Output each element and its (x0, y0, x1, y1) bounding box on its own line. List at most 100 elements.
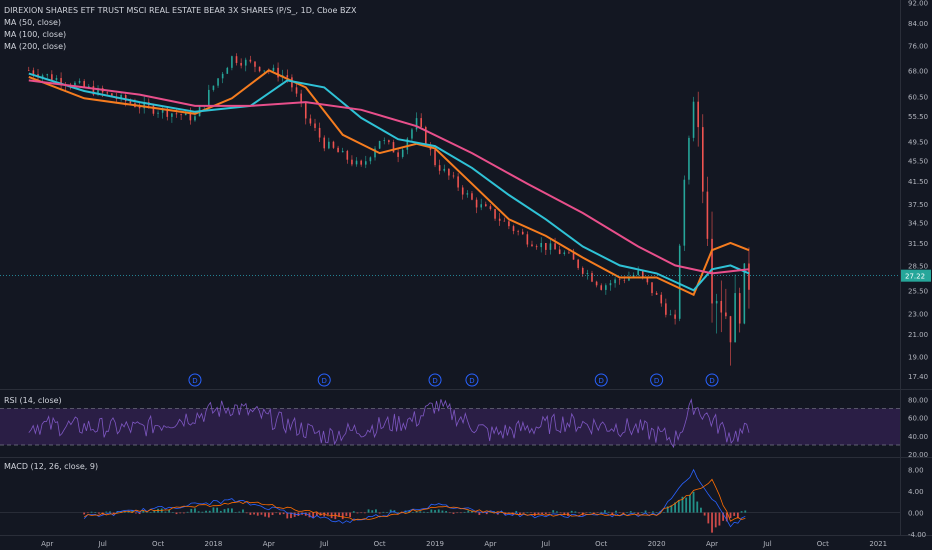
candle-body (138, 107, 141, 109)
macd-bar (485, 512, 488, 515)
macd-bar (312, 512, 315, 519)
candle-body (332, 141, 335, 148)
macd-bar (626, 512, 628, 513)
candle-body (600, 285, 603, 290)
candle-body (355, 160, 358, 165)
macd-bar (648, 512, 651, 514)
macd-bar (231, 508, 233, 513)
macd-bar (171, 512, 174, 513)
macd-bar (349, 512, 351, 518)
ma100-label: MA (100, close) (4, 30, 67, 39)
candle-body (231, 56, 233, 68)
macd-bar (194, 508, 196, 513)
macd-bar (725, 512, 728, 522)
macd-bar (131, 510, 134, 513)
macd-bar (238, 511, 241, 513)
macd-bar (633, 512, 636, 513)
macd-tick-label: 0.00 (908, 510, 924, 518)
candle-body (743, 263, 746, 324)
macd-bar (279, 512, 281, 515)
rsi-tick-label: 80.00 (908, 396, 928, 404)
candle-body (701, 127, 704, 192)
candle-body (55, 78, 58, 80)
macd-histogram (83, 491, 747, 533)
candle-body (706, 191, 709, 239)
time-tick-label: Oct (595, 540, 607, 548)
macd-bar (463, 511, 466, 513)
candle-body (78, 81, 81, 83)
macd-bar (441, 510, 444, 513)
time-tick-label: 2019 (426, 540, 444, 548)
candle-body (605, 285, 607, 290)
macd-bar (467, 510, 470, 513)
ma200-label: MA (200, close) (4, 42, 67, 51)
macd-bar (548, 512, 551, 514)
candle-body (489, 206, 492, 210)
macd-bar (411, 512, 414, 513)
candle-body (540, 242, 543, 248)
dividend-marker (428, 373, 442, 387)
price-tick-label: 37.50 (908, 201, 928, 209)
macd-bar (227, 508, 230, 513)
macd-bar (615, 510, 617, 513)
candle-body (623, 279, 626, 281)
macd-tick-label: -4.00 (908, 531, 926, 539)
dividend-marker-label: D (432, 377, 437, 385)
macd-bar (452, 512, 455, 514)
macd-bar (744, 510, 747, 513)
macd-bar (736, 512, 739, 519)
time-tick-label: Apr (484, 540, 496, 548)
candle-body (646, 276, 649, 283)
candle-body (318, 127, 321, 138)
candle-body (738, 293, 741, 324)
macd-bar (83, 512, 86, 515)
macd-bar (212, 507, 215, 513)
candle-body (471, 193, 473, 200)
candle-body (254, 61, 256, 67)
candle-body (328, 141, 330, 149)
candle-body (157, 112, 159, 114)
macd-bar (282, 512, 285, 515)
macd-bar (703, 512, 706, 516)
macd-tick-label: 4.00 (908, 488, 924, 496)
rsi-line (28, 398, 750, 449)
dividend-marker-label: D (469, 377, 474, 385)
candle-body (660, 294, 663, 304)
macd-bar (382, 511, 385, 513)
candle-body (212, 85, 215, 90)
candle-body (637, 270, 639, 275)
candle-body (369, 157, 372, 162)
dividend-marker (188, 373, 202, 387)
candle-body (683, 179, 686, 246)
macd-bar (146, 512, 148, 513)
price-tick-label: 28.50 (908, 262, 928, 270)
candle-body (314, 123, 316, 128)
macd-bar (644, 510, 647, 513)
macd-bar (522, 512, 525, 514)
candle-body (572, 253, 575, 260)
macd-bar (692, 491, 695, 513)
time-tick-label: Oct (152, 540, 164, 548)
macd-bar (345, 512, 348, 516)
macd-bar (205, 510, 207, 513)
macd-bar (655, 512, 658, 513)
candle-body (697, 101, 699, 128)
macd-bar (556, 511, 558, 513)
time-tick-label: Jul (762, 540, 772, 548)
macd-bar (175, 512, 178, 515)
macd-bar (223, 509, 226, 513)
candle-body (83, 81, 85, 87)
macd-bar (397, 512, 400, 513)
dividend-marker-label: D (654, 377, 659, 385)
candle-body (323, 137, 326, 149)
macd-bar (164, 511, 167, 513)
macd-bar (127, 511, 130, 513)
candle-body (51, 74, 53, 80)
macd-bar (216, 507, 219, 513)
candle-body (563, 252, 566, 254)
candle-body (531, 244, 533, 247)
candle-body (378, 140, 381, 149)
macd-bar (208, 510, 211, 513)
